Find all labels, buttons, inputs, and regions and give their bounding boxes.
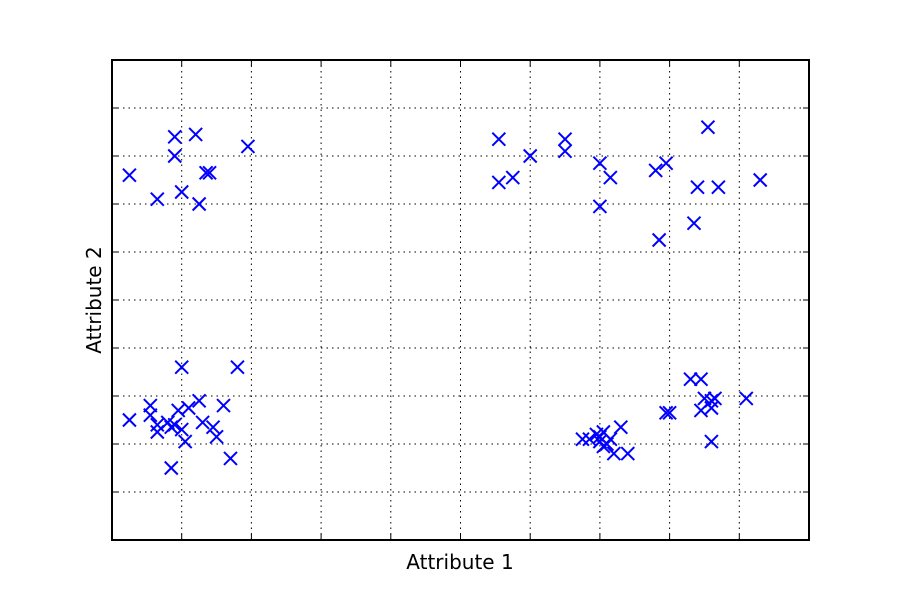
data-point (711, 179, 726, 195)
data-point (505, 170, 520, 185)
data-point (191, 196, 207, 212)
data-point (181, 400, 196, 416)
data-point (658, 155, 674, 171)
data-point (522, 148, 538, 164)
data-point (707, 391, 723, 406)
data-point (592, 155, 608, 171)
data-point (596, 439, 611, 454)
data-point (198, 165, 214, 181)
data-point (167, 417, 182, 433)
data-point (143, 407, 158, 423)
data-point (613, 419, 629, 435)
data-point (620, 446, 635, 461)
data-point (603, 170, 618, 185)
data-point (690, 179, 705, 195)
data-point (662, 405, 677, 421)
y-axis-label: Attribute 2 (82, 246, 106, 353)
data-point (557, 143, 573, 159)
data-point (704, 400, 719, 416)
data-point (122, 412, 137, 428)
data-point (174, 359, 189, 375)
x-axis-label: Attribute 1 (406, 550, 513, 574)
data-points (122, 119, 768, 476)
data-point (693, 371, 709, 387)
plot-frame (111, 59, 810, 541)
data-point (209, 429, 224, 445)
data-point (167, 148, 182, 164)
data-point (164, 460, 179, 476)
data-point (195, 415, 210, 430)
data-point (753, 172, 768, 188)
data-point (150, 191, 165, 207)
data-point (122, 167, 137, 183)
data-point (704, 434, 719, 449)
data-point (491, 131, 507, 147)
data-point (739, 391, 754, 406)
data-point (557, 131, 573, 147)
data-point (683, 371, 698, 387)
data-point (191, 393, 207, 409)
data-point (216, 398, 231, 413)
data-point (648, 163, 663, 178)
data-point (658, 405, 674, 421)
data-point (491, 175, 507, 190)
grid (112, 60, 809, 540)
data-point (174, 422, 189, 437)
data-point (686, 215, 702, 231)
data-point (223, 451, 238, 466)
data-point (700, 119, 716, 135)
data-point (592, 199, 608, 214)
data-point (606, 446, 622, 461)
data-point (240, 139, 256, 154)
data-point (177, 434, 193, 449)
data-point (174, 184, 189, 200)
data-point (202, 165, 217, 181)
data-point (205, 419, 221, 435)
data-point (575, 431, 590, 447)
data-point (230, 359, 245, 375)
data-point (651, 232, 667, 248)
data-point (167, 129, 182, 145)
data-point (188, 127, 203, 142)
